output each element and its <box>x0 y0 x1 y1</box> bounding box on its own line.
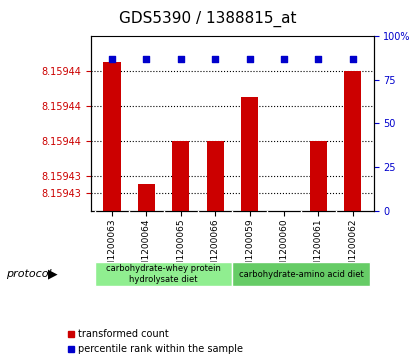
Point <box>315 56 322 62</box>
Text: protocol: protocol <box>6 269 52 279</box>
Legend: transformed count, percentile rank within the sample: transformed count, percentile rank withi… <box>63 326 247 358</box>
FancyBboxPatch shape <box>95 262 232 286</box>
Bar <box>344 71 361 211</box>
Text: GDS5390 / 1388815_at: GDS5390 / 1388815_at <box>119 11 296 27</box>
Text: GSM1200064: GSM1200064 <box>142 218 151 279</box>
Bar <box>241 97 258 211</box>
Text: GSM1200062: GSM1200062 <box>348 218 357 279</box>
Bar <box>103 62 120 211</box>
Bar <box>138 184 155 211</box>
Text: GSM1200059: GSM1200059 <box>245 218 254 279</box>
Point <box>349 56 356 62</box>
FancyBboxPatch shape <box>232 262 370 286</box>
Text: GSM1200066: GSM1200066 <box>211 218 220 279</box>
Text: ▶: ▶ <box>48 268 57 281</box>
Point <box>212 56 219 62</box>
Bar <box>207 141 224 211</box>
Text: GSM1200061: GSM1200061 <box>314 218 323 279</box>
Text: carbohydrate-amino acid diet: carbohydrate-amino acid diet <box>239 270 364 278</box>
Point <box>109 56 115 62</box>
Point <box>178 56 184 62</box>
Text: GSM1200060: GSM1200060 <box>280 218 288 279</box>
Text: carbohydrate-whey protein
hydrolysate diet: carbohydrate-whey protein hydrolysate di… <box>106 264 221 284</box>
Bar <box>172 141 189 211</box>
Text: GSM1200065: GSM1200065 <box>176 218 185 279</box>
Bar <box>310 141 327 211</box>
Text: GSM1200063: GSM1200063 <box>107 218 117 279</box>
Point <box>281 56 287 62</box>
Point <box>143 56 150 62</box>
Point <box>246 56 253 62</box>
